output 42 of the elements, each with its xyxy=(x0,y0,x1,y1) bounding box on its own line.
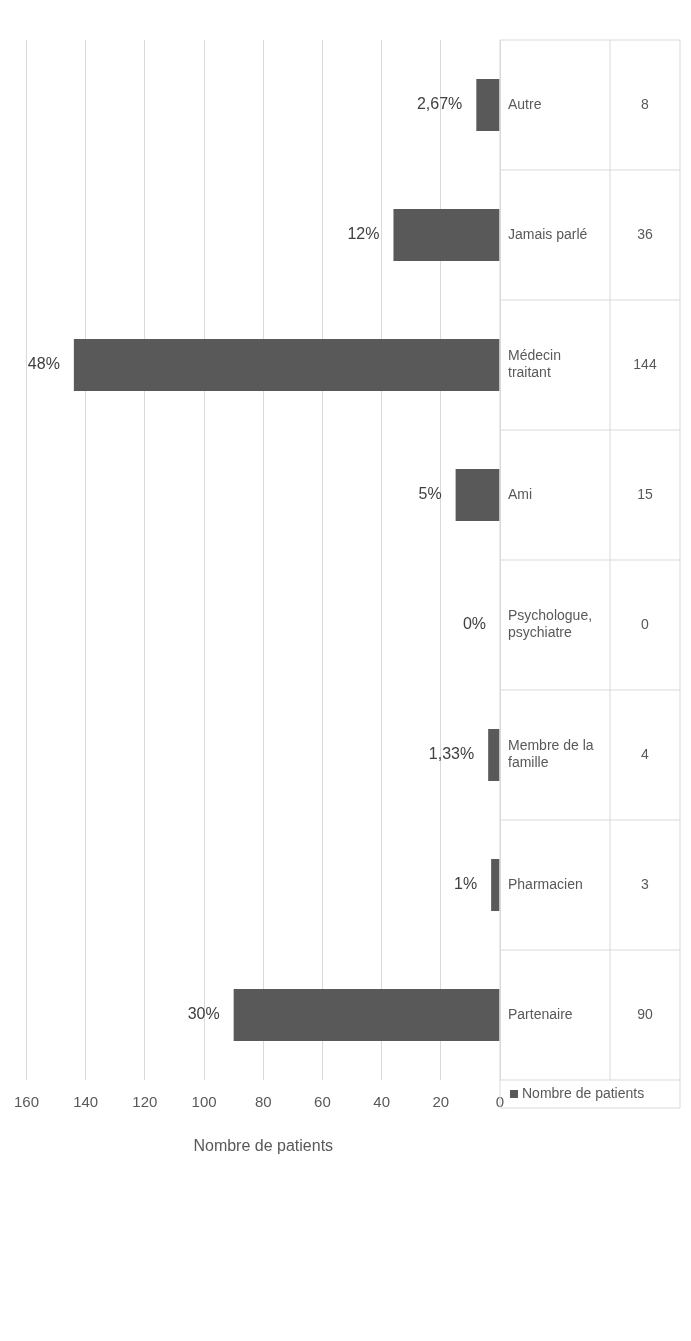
annotation: 48% xyxy=(27,355,60,373)
y-tick-label: Psychologue, psychiatre xyxy=(508,607,593,641)
bar xyxy=(393,209,500,261)
annotation: 1,33% xyxy=(428,745,475,763)
y-tick-label: Pharmacien xyxy=(508,875,583,892)
legend-label: Nombre de patients xyxy=(522,1084,645,1101)
x-axis-title: Nombre de patients xyxy=(193,1136,334,1154)
data-label: 8 xyxy=(641,95,650,112)
data-label: 36 xyxy=(637,225,653,242)
x-tick-label: 160 xyxy=(14,1093,40,1111)
x-tick-label: 100 xyxy=(191,1093,217,1111)
bar xyxy=(73,339,500,391)
annotation: 0% xyxy=(462,615,486,633)
data-label: 90 xyxy=(637,1005,653,1022)
x-tick-label: 40 xyxy=(373,1093,390,1111)
annotation: 2,67% xyxy=(416,95,463,113)
bar xyxy=(476,79,500,131)
y-tick-label: Ami xyxy=(508,485,533,502)
x-tick-label: 140 xyxy=(73,1093,99,1111)
annotation: 12% xyxy=(347,225,380,243)
x-tick-label: 0 xyxy=(495,1093,505,1111)
data-label: 4 xyxy=(641,745,650,762)
x-tick-label: 60 xyxy=(314,1093,331,1111)
data-label: 0 xyxy=(641,615,650,632)
x-tick-label: 80 xyxy=(254,1093,272,1111)
x-tick-label: 20 xyxy=(432,1093,450,1111)
y-tick-label: Membre de la famille xyxy=(508,737,594,771)
data-label: 15 xyxy=(637,485,653,502)
bar xyxy=(488,729,500,781)
data-label: 3 xyxy=(641,875,650,892)
y-tick-label: Jamais parlé xyxy=(508,225,588,242)
x-tick-label: 120 xyxy=(132,1093,158,1111)
annotation: 30% xyxy=(187,1005,220,1023)
annotation: 5% xyxy=(418,485,442,503)
y-tick-label: Autre xyxy=(508,95,542,112)
bar xyxy=(233,989,500,1041)
annotation: 1% xyxy=(454,875,478,893)
data-label: 144 xyxy=(633,355,657,372)
y-tick-label: Médecin traitant xyxy=(508,347,561,381)
bar xyxy=(491,859,500,911)
y-tick-label: Partenaire xyxy=(508,1005,573,1022)
bar xyxy=(455,469,500,521)
